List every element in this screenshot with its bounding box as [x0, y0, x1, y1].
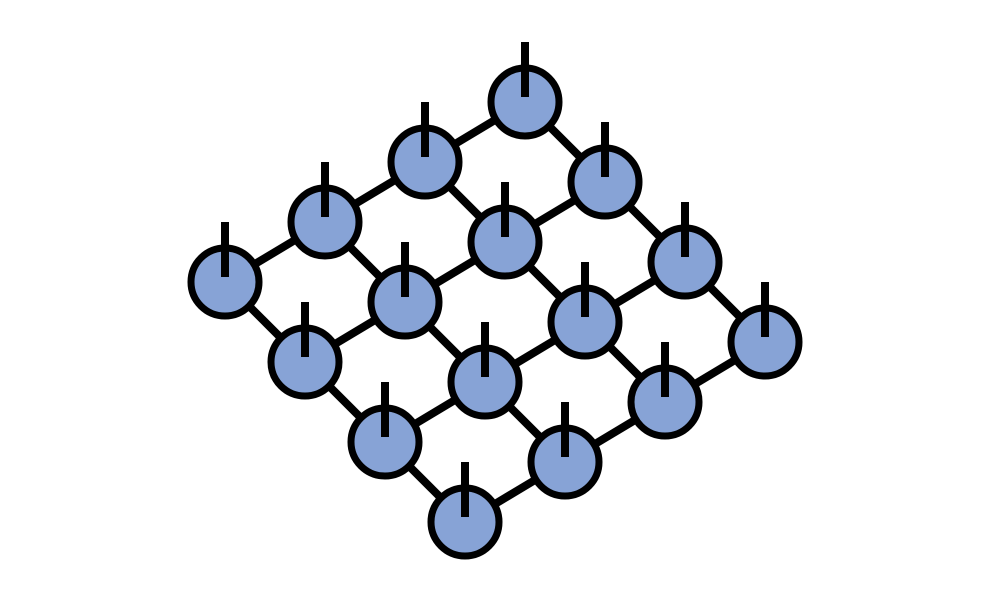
node-r3-c0	[427, 462, 503, 560]
node-r3-c3	[727, 282, 803, 380]
node-r3-c2	[627, 342, 703, 440]
node-r0-c0	[187, 222, 263, 320]
node-r0-c1	[287, 162, 363, 260]
node-r1-c3	[567, 122, 643, 220]
node-r2-c0	[347, 382, 423, 480]
node-r2-c2	[547, 262, 623, 360]
node-r3-c1	[527, 402, 603, 500]
node-r2-c3	[647, 202, 723, 300]
node-r1-c1	[367, 242, 443, 340]
node-r1-c0	[267, 302, 343, 400]
node-r0-c3	[487, 42, 563, 140]
node-r0-c2	[387, 102, 463, 200]
lattice-nodes	[187, 42, 803, 560]
node-r1-c2	[467, 182, 543, 280]
node-r2-c1	[447, 322, 523, 420]
